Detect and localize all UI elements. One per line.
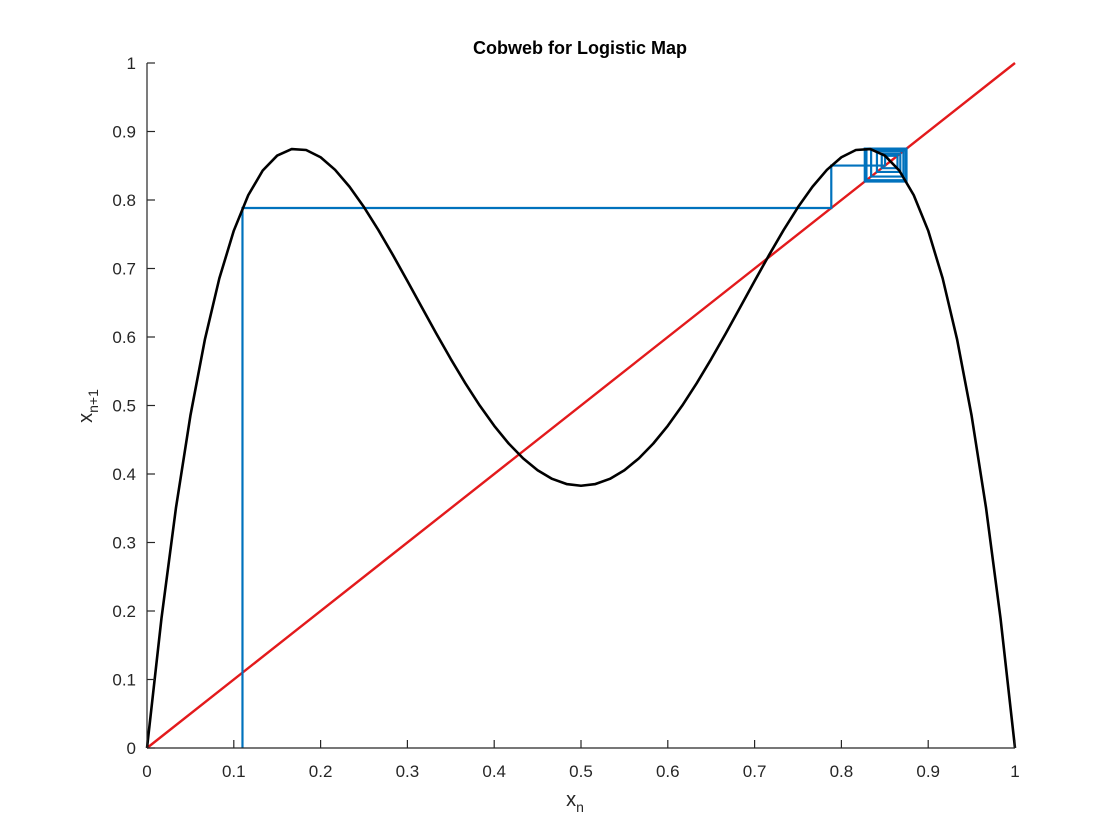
y-tick-label: 0.8	[112, 191, 136, 210]
x-tick-label: 0.3	[396, 762, 420, 781]
y-tick-label: 0.4	[112, 465, 136, 484]
y-tick-label: 0.3	[112, 534, 136, 553]
chart-title: Cobweb for Logistic Map	[473, 38, 687, 58]
plot-area: 0 0.1 0.2 0.3 0.4 0.5 0.6 0.7 0.8 0.9 1 0 0.1 0.2 0.3…	[112, 54, 1019, 781]
y-axis-label: xn+1	[75, 389, 101, 423]
x-tick-label: 1	[1010, 762, 1019, 781]
y-tick-label: 0.7	[112, 260, 136, 279]
y-axis-label-base: x	[75, 413, 97, 423]
x-axis-label-base: x	[566, 789, 576, 811]
x-axis-label-sub: n	[576, 799, 584, 815]
x-tick-label: 0.5	[569, 762, 593, 781]
y-tick-label: 0.2	[112, 602, 136, 621]
x-tick-label: 0	[142, 762, 151, 781]
y-tick-label: 0.5	[112, 397, 136, 416]
y-tick-label: 0.9	[112, 123, 136, 142]
x-ticks: 0 0.1 0.2 0.3 0.4 0.5 0.6 0.7 0.8 0.9 1	[142, 740, 1020, 781]
y-tick-label: 0.1	[112, 671, 136, 690]
y-tick-label: 0	[127, 739, 136, 758]
x-tick-label: 0.1	[222, 762, 246, 781]
y-axis-label-sub: n+1	[85, 389, 101, 413]
y-tick-label: 0.6	[112, 328, 136, 347]
x-tick-label: 0.4	[482, 762, 506, 781]
y-tick-label: 1	[127, 54, 136, 73]
x-tick-label: 0.6	[656, 762, 680, 781]
x-tick-label: 0.7	[743, 762, 767, 781]
cobweb-path	[241, 147, 908, 748]
y-ticks: 0 0.1 0.2 0.3 0.4 0.5 0.6 0.7 0.8 0.9 1	[112, 54, 155, 758]
series-layer	[145, 62, 1017, 749]
second-iterate-curve	[145, 147, 1017, 749]
x-tick-label: 0.8	[830, 762, 854, 781]
x-axis-label: xn	[566, 789, 584, 815]
x-tick-label: 0.9	[916, 762, 940, 781]
x-tick-label: 0.2	[309, 762, 333, 781]
